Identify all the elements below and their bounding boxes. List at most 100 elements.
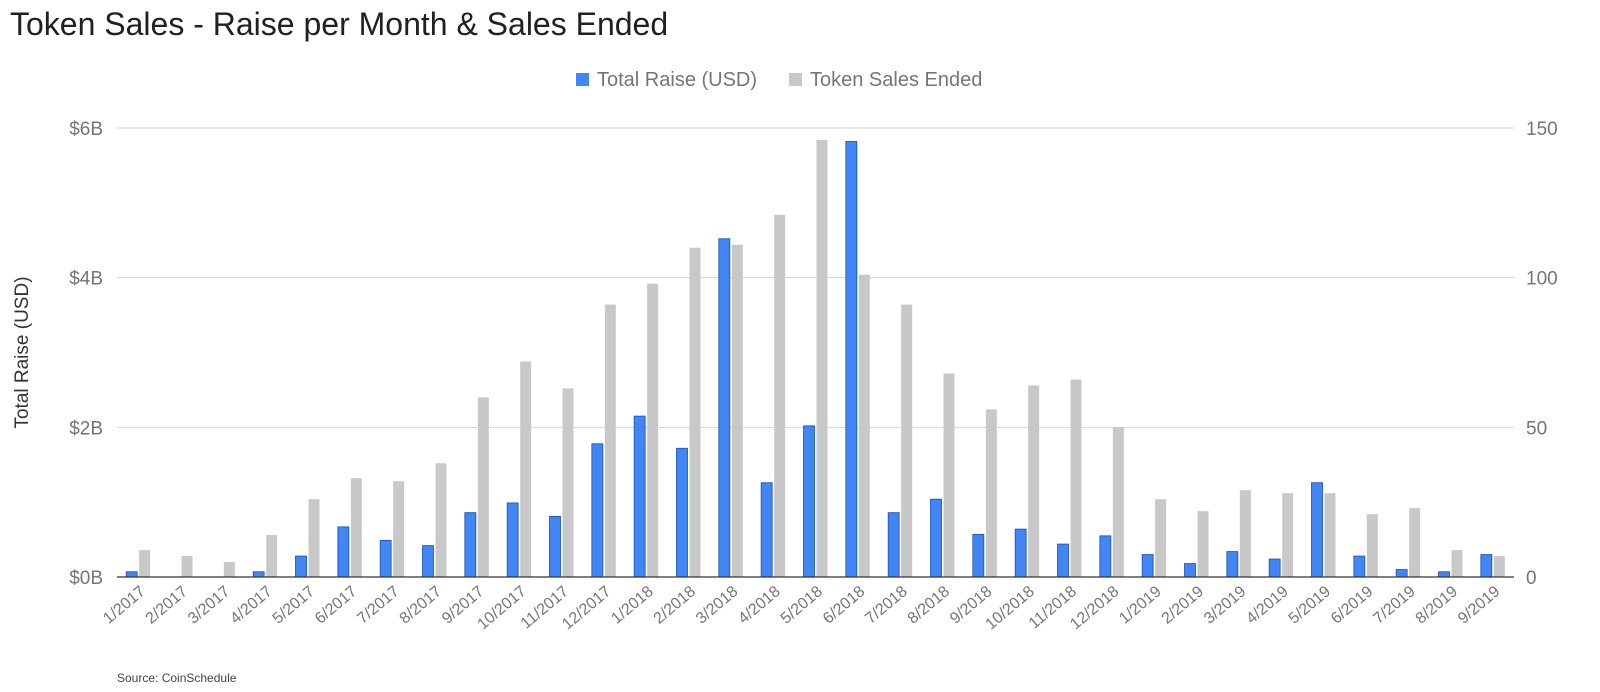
bar-sales-ended: [731, 244, 743, 578]
bar-sales-ended: [266, 535, 278, 577]
legend-label-sales-ended: Token Sales Ended: [810, 69, 982, 91]
bar-total-raise: [930, 498, 942, 578]
bar-total-raise: [887, 512, 900, 578]
bar-sales-ended: [435, 463, 447, 577]
bar-sales-ended: [1409, 508, 1421, 577]
bar-total-raise: [676, 447, 688, 578]
bar-total-raise: [1184, 563, 1196, 578]
bar-total-raise: [506, 502, 519, 578]
x-axis-tick-label: 8/2017: [397, 583, 445, 628]
bar-total-raise: [295, 555, 307, 578]
bar-sales-ended: [477, 397, 489, 577]
x-axis-tick-label: 3/2019: [1201, 583, 1249, 628]
bar-total-raise: [1141, 554, 1154, 578]
bar-sales-ended: [223, 562, 235, 577]
bar-total-raise: [337, 526, 350, 578]
legend-label-total-raise: Total Raise (USD): [597, 69, 757, 91]
bar-sales-ended: [985, 409, 997, 577]
x-axis-tick-label: 2/2018: [651, 583, 699, 628]
x-axis-tick-label: 7/2018: [862, 583, 910, 628]
bar-sales-ended: [1155, 499, 1167, 577]
x-axis-tick-label: 6/2017: [312, 583, 360, 628]
y2-axis-tick-label: 100: [1526, 269, 1558, 290]
bar-sales-ended: [689, 247, 701, 577]
x-axis-tick-label: 8/2019: [1413, 583, 1461, 628]
bar-sales-ended: [1028, 385, 1040, 577]
bar-total-raise: [252, 571, 265, 578]
bar-total-raise: [972, 533, 985, 578]
legend-swatch-total-raise: [576, 73, 589, 86]
x-axis-tick-label: 2/2017: [143, 583, 191, 628]
bar-sales-ended: [181, 556, 193, 577]
bar-sales-ended: [562, 388, 574, 577]
bar-sales-ended: [604, 304, 616, 577]
bar-sales-ended: [901, 304, 913, 577]
bar-total-raise: [633, 415, 646, 578]
bar-total-raise: [803, 425, 815, 578]
x-axis-tick-label: 5/2019: [1286, 583, 1334, 628]
y2-axis-tick-label: 0: [1526, 568, 1537, 589]
bar-sales-ended: [1282, 493, 1294, 577]
x-axis-tick-label: 7/2017: [354, 583, 402, 628]
bar-sales-ended: [1197, 511, 1209, 577]
bar-total-raise: [1311, 482, 1323, 578]
bar-sales-ended: [1366, 514, 1378, 577]
legend-swatch-sales-ended: [789, 73, 802, 86]
x-axis-tick-label: 6/2019: [1328, 583, 1376, 628]
x-axis-tick-label: 6/2018: [820, 583, 868, 628]
y-axis-tick-label: $6B: [69, 119, 103, 140]
source-note: Source: CoinSchedule: [117, 671, 237, 685]
x-axis-tick-label: 3/2017: [185, 583, 233, 628]
bar-total-raise: [1014, 528, 1027, 578]
x-axis-tick-label: 12/2017: [559, 583, 614, 633]
x-axis-tick-label: 5/2018: [778, 583, 826, 628]
x-axis-tick-label: 4/2019: [1243, 583, 1291, 628]
x-axis-tick-label: 10/2017: [474, 583, 529, 633]
bar-total-raise: [760, 482, 773, 578]
bar-sales-ended: [1239, 490, 1251, 577]
y-axis-tick-label: $0B: [69, 568, 103, 589]
bar-total-raise: [1226, 551, 1239, 578]
bar-total-raise: [845, 141, 858, 578]
bar-sales-ended: [520, 361, 532, 577]
x-axis-tick-label: 5/2017: [270, 583, 318, 628]
x-axis-tick-label: 9/2019: [1455, 583, 1503, 628]
bar-total-raise: [549, 515, 561, 578]
bar-sales-ended: [1070, 379, 1082, 577]
bar-sales-ended: [1324, 493, 1336, 577]
x-axis-tick-label: 1/2018: [608, 583, 656, 628]
bar-total-raise: [125, 571, 138, 578]
bar-sales-ended: [139, 550, 151, 577]
y2-axis-tick-label: 150: [1526, 119, 1558, 140]
bar-sales-ended: [1112, 427, 1124, 577]
chart-title: Token Sales - Raise per Month & Sales En…: [10, 6, 669, 42]
bar-total-raise: [1438, 571, 1450, 578]
bar-total-raise: [591, 443, 604, 578]
bar-total-raise: [1480, 554, 1493, 578]
bar-sales-ended: [1451, 550, 1463, 577]
bar-sales-ended: [393, 481, 405, 577]
x-axis-tick-label: 3/2018: [693, 583, 741, 628]
bar-sales-ended: [1493, 556, 1505, 577]
x-axis-tick-label: 8/2018: [905, 583, 953, 628]
bar-total-raise: [718, 238, 731, 578]
bar-total-raise: [1099, 535, 1112, 578]
bar-total-raise: [464, 512, 477, 578]
bar-sales-ended: [308, 499, 320, 577]
x-axis-tick-label: 1/2017: [100, 583, 148, 628]
bar-total-raise: [1268, 558, 1281, 578]
x-axis-tick-label: 1/2019: [1116, 583, 1164, 628]
bar-total-raise: [422, 545, 434, 578]
x-axis-tick-label: 4/2018: [735, 583, 783, 628]
y-axis-tick-label: $4B: [69, 269, 103, 290]
x-axis-tick-label: 10/2018: [982, 583, 1037, 633]
bar-sales-ended: [350, 478, 362, 577]
y2-axis-tick-label: 50: [1526, 418, 1547, 439]
bar-total-raise: [1395, 569, 1408, 578]
bar-sales-ended: [858, 274, 870, 577]
x-axis-tick-label: 7/2019: [1370, 583, 1418, 628]
y-axis-title: Total Raise (USD): [12, 276, 33, 428]
bar-sales-ended: [816, 139, 828, 577]
x-axis-tick-label: 2/2019: [1159, 583, 1207, 628]
